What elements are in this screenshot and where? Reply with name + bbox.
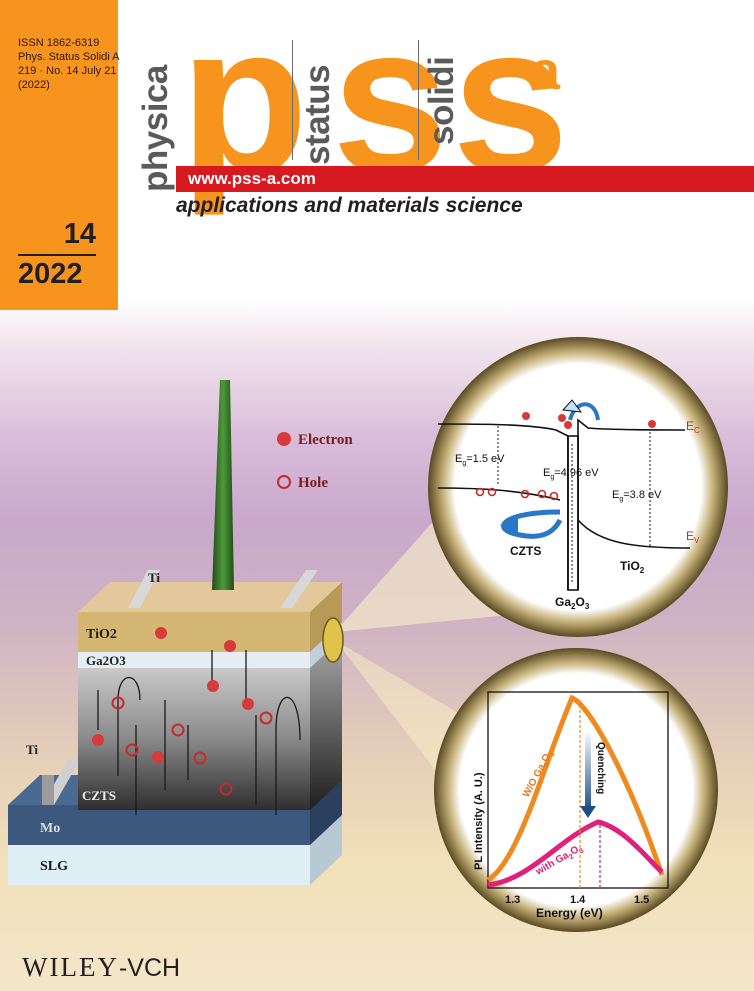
mo-side <box>310 775 342 845</box>
czts-layer <box>78 668 310 810</box>
publisher-logo: Wiley-VCH <box>22 952 180 983</box>
up-arrow <box>561 399 583 413</box>
tio2-side <box>310 582 342 652</box>
legend-electron: Electron <box>298 432 353 448</box>
device-holes <box>111 696 273 796</box>
publisher-name: Wiley <box>22 952 119 982</box>
ga2o3-layer <box>78 652 310 668</box>
legend-electron-dot <box>277 432 291 446</box>
mo-layer <box>8 805 310 845</box>
svg-text:EV: EV <box>686 529 700 545</box>
hole-block-arrow <box>501 509 563 539</box>
eg-tio2: Eg=3.8 eV <box>612 489 662 503</box>
band-ga2o3: Ga2O3 <box>555 595 590 611</box>
pl-xlabel: Energy (eV) <box>536 906 603 920</box>
lens <box>322 617 344 663</box>
label-ga2o3: Ga2O3 <box>86 653 126 668</box>
pl-plot-frame <box>487 691 669 889</box>
series-with-ga2o3 <box>487 819 664 888</box>
year-paren: (2022) <box>18 79 50 91</box>
pl-xtick-14: 1.4 <box>570 894 586 906</box>
electron-transfer-arrow <box>568 402 600 421</box>
journal-url[interactable]: www.pss-a.com <box>188 169 316 188</box>
pl-xtick-13: 1.3 <box>505 894 520 906</box>
legend-hole: Hole <box>298 475 328 491</box>
issue-panel <box>0 0 118 310</box>
hole-arrow-head <box>500 516 518 534</box>
gap-arrows <box>497 426 651 584</box>
quenching-label: Quenching <box>595 742 606 794</box>
label-slg: SLG <box>40 859 68 874</box>
issn-block: ISSN 1862-6319 Phys. Status Solidi A 219… <box>18 36 120 92</box>
pl-xtick-15: 1.5 <box>634 894 649 906</box>
label-ti-top: Ti <box>148 570 160 585</box>
ti-top-contact-right <box>280 570 318 608</box>
label-czts: CZTS <box>82 788 116 803</box>
light-beam <box>212 380 234 590</box>
slg-layer <box>8 845 310 885</box>
publisher-suffix: -VCH <box>118 954 181 982</box>
band-czts: CZTS <box>510 544 541 558</box>
quenching-arrow <box>585 730 591 810</box>
series-wo-ga2o3 <box>486 694 665 883</box>
issue-number: 14 <box>63 218 96 250</box>
czts-side <box>310 638 342 810</box>
ti-top-contact-left <box>128 570 160 608</box>
journal-subtitle: applications and materials science <box>176 194 523 217</box>
journal-abbrev: Phys. Status Solidi A <box>18 51 120 63</box>
logo-divider <box>292 40 293 160</box>
device-electrons <box>92 627 254 763</box>
issn: ISSN 1862-6319 <box>18 37 100 49</box>
pl-ylabel: PL Intensity (A. U.) <box>473 772 485 870</box>
ti-side-contact-face <box>42 775 54 805</box>
svg-text:EC: EC <box>686 419 700 435</box>
url-bar <box>176 166 754 192</box>
eg-czts: Eg=1.5 eV <box>455 453 505 467</box>
quenching-arrow-head <box>580 806 596 818</box>
carrier-arrows <box>97 650 301 815</box>
logo-superscript: a <box>530 41 561 101</box>
eg-ga2o3: Eg=4.96 eV <box>543 467 599 481</box>
band-electrons <box>522 412 656 429</box>
legend-hole-dot <box>277 475 291 489</box>
label-ti-side: Ti <box>26 742 38 757</box>
volume-line: 219 · No. 14 July 21 <box>18 65 117 77</box>
tio2-layer <box>78 612 310 652</box>
band-tio2: TiO2 <box>620 559 645 575</box>
label-mo: Mo <box>40 821 60 836</box>
band-holes <box>475 487 559 501</box>
logo-divider <box>418 40 419 160</box>
label-tio2: TiO2 <box>86 627 117 642</box>
slg-side <box>310 815 342 885</box>
issue-divider <box>18 254 96 256</box>
issue-year: 2022 <box>18 258 83 290</box>
